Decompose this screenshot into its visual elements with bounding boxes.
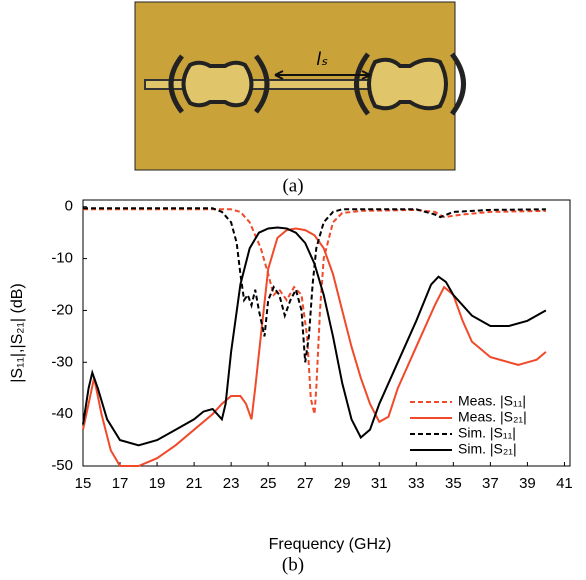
x-tick-label: 21 (186, 475, 203, 492)
series-line (83, 207, 546, 363)
x-tick-label: 15 (75, 475, 92, 492)
photo-annotation: lₛ (317, 49, 328, 69)
series-line (82, 227, 547, 467)
x-axis-label: Frequency (GHz) (269, 536, 392, 553)
panel-label: (b) (282, 554, 304, 575)
x-tick-label: 37 (482, 475, 499, 492)
y-axis-label: |S₁₁|,|S₂₁| (dB) (9, 283, 26, 383)
x-tick-label: 25 (260, 475, 277, 492)
coupler-left (168, 54, 270, 114)
series-line (83, 208, 546, 415)
y-tick-label: -20 (51, 301, 73, 318)
coupler-right (354, 52, 466, 116)
x-tick-label: 19 (149, 475, 166, 492)
x-tick-label: 39 (519, 475, 536, 492)
y-tick-label: -30 (51, 353, 73, 370)
resonator-right (367, 57, 448, 111)
y-tick-label: -10 (51, 250, 73, 267)
legend-label: Sim. |S₁₁| (458, 425, 516, 441)
series-line (82, 226, 547, 447)
x-tick-label: 35 (445, 475, 462, 492)
y-tick-label: -50 (51, 457, 73, 474)
x-tick-label: 23 (223, 475, 240, 492)
x-tick-label: 41 (556, 475, 573, 492)
resonator-left (181, 60, 254, 108)
x-tick-label: 33 (408, 475, 425, 492)
x-tick-label: 29 (334, 475, 351, 492)
x-tick-label: 27 (297, 475, 314, 492)
legend-label: Meas. |S₁₁| (458, 393, 526, 409)
x-tick-label: 17 (112, 475, 129, 492)
plot-frame (82, 199, 571, 467)
x-tick-label: 31 (371, 475, 388, 492)
y-tick-label: -40 (51, 405, 73, 422)
panel-label: (a) (282, 175, 303, 196)
length-arrow (274, 70, 371, 80)
legend-label: Sim. |S₂₁| (458, 441, 517, 457)
legend-label: Meas. |S₂₁| (458, 409, 527, 425)
photo: lₛ (134, 1, 466, 171)
y-tick-label: 0 (65, 198, 73, 215)
